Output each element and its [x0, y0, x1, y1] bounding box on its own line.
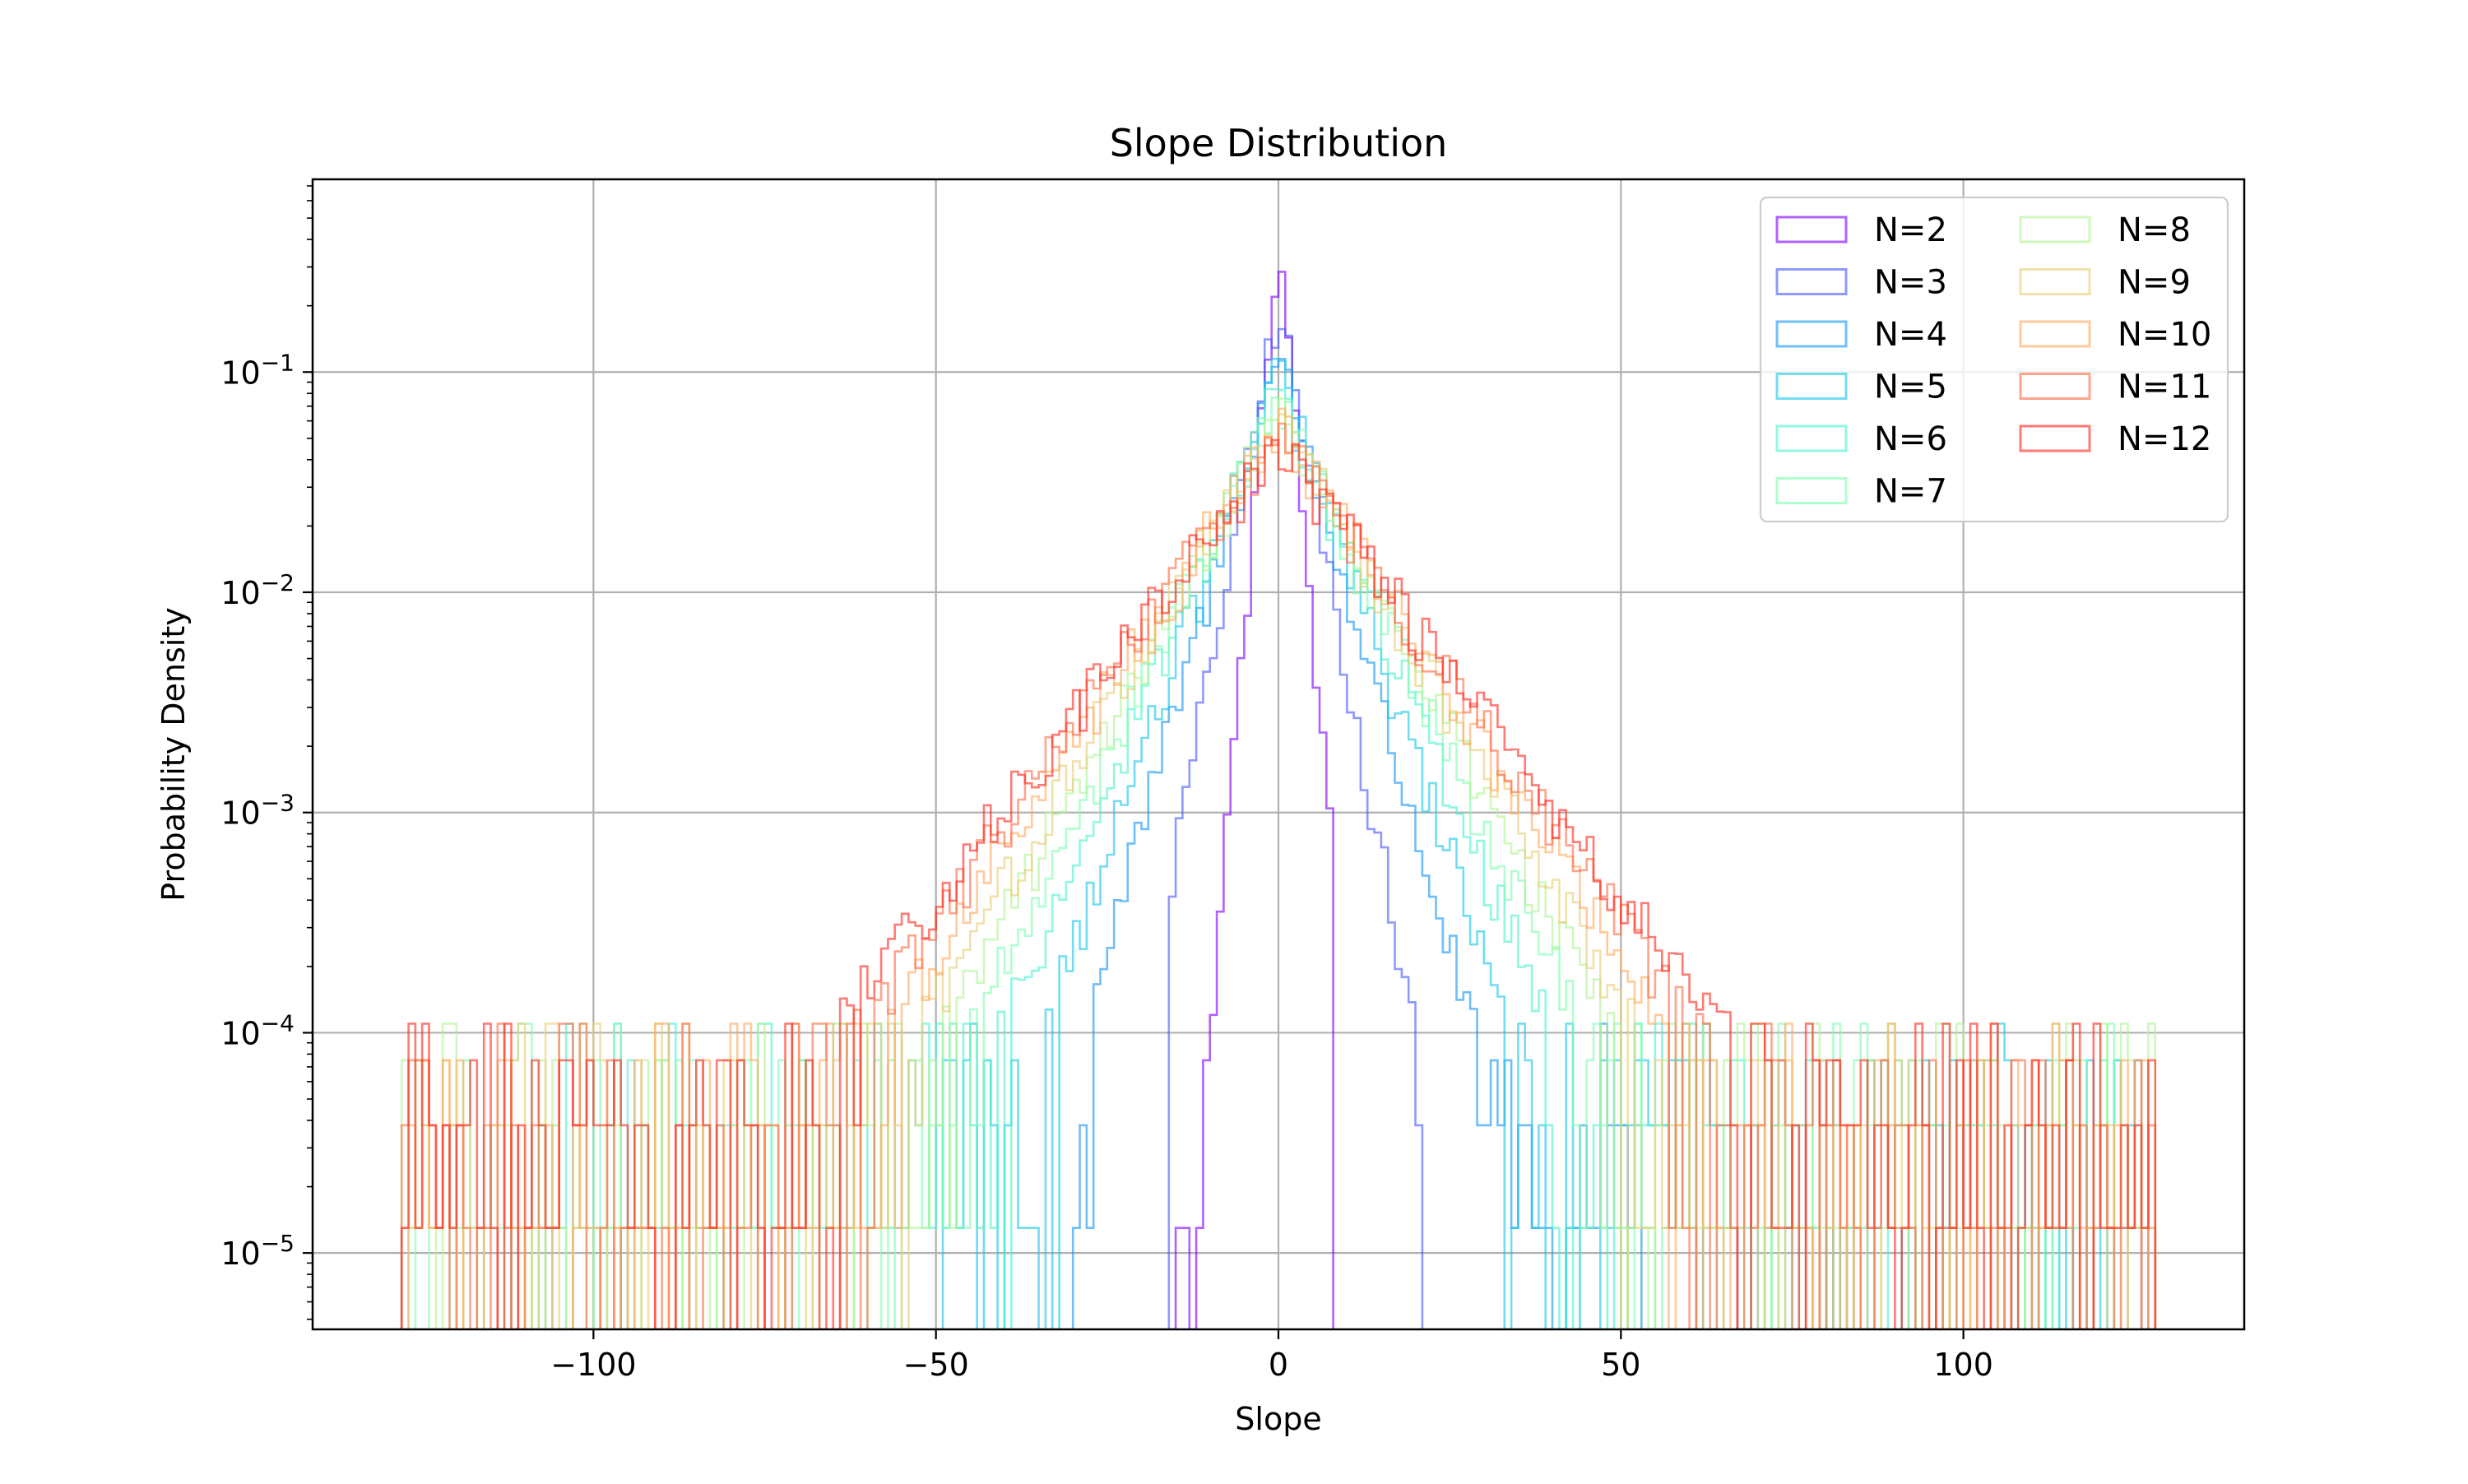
x-tick-label: 50 [1601, 1347, 1640, 1383]
legend-label: N=3 [1874, 264, 1947, 302]
x-axis-label: Slope [1235, 1401, 1321, 1437]
series-n8-histogram [400, 397, 2157, 1329]
legend-swatch [2019, 216, 2091, 243]
legend-label: N=2 [1874, 211, 1947, 249]
y-tick-label: 10−1 [220, 349, 295, 391]
legend-swatch [2019, 373, 2091, 400]
legend-swatch [1775, 320, 1848, 348]
legend-swatch [1775, 373, 1848, 400]
y-axis-label: Probability Density [155, 607, 192, 901]
y-tick-label: 10−2 [220, 569, 295, 611]
legend-swatch [1775, 424, 1848, 452]
legend-swatch [1775, 216, 1848, 243]
legend-swatch [1775, 268, 1848, 295]
chart-title: Slope Distribution [1110, 121, 1448, 165]
series-n12-histogram [400, 438, 2157, 1329]
legend-swatch [2019, 320, 2091, 348]
legend-label: N=10 [2118, 316, 2211, 354]
y-tick-label: 10−4 [220, 1009, 295, 1051]
legend-label: N=5 [1874, 369, 1947, 406]
legend-label: N=12 [2118, 420, 2211, 458]
series-n10-histogram [401, 407, 2157, 1329]
y-axis-ticks: 10−5 10−4 10−3 10−2 10−1 [220, 185, 313, 1320]
x-tick-label: −50 [903, 1347, 969, 1383]
x-tick-label: 100 [1933, 1347, 1993, 1383]
legend-label: N=11 [2118, 369, 2211, 406]
legend-swatch [2019, 424, 2091, 452]
legend-box [1759, 196, 2229, 523]
series-n4-histogram [1071, 358, 1643, 1329]
series-n2-histogram [1168, 271, 1334, 1329]
x-axis-ticks: −100 −50 0 50 100 [550, 1329, 1993, 1383]
series-layer [400, 271, 2157, 1329]
legend: N=2 N=3 N=4 N=5 N=6 N=7 N=8 N=9 N=10 N=11 N=12 [1759, 196, 2229, 523]
series-n3-histogram [1167, 327, 1424, 1329]
legend-label: N=4 [1874, 316, 1947, 354]
y-tick-label: 10−3 [220, 790, 295, 832]
legend-swatch [2019, 268, 2091, 295]
legend-label: N=8 [2118, 211, 2191, 249]
legend-label: N=6 [1874, 420, 1947, 458]
x-tick-label: 0 [1269, 1347, 1288, 1383]
legend-label: N=7 [1874, 473, 1947, 511]
y-tick-label: 10−5 [220, 1230, 295, 1272]
legend-swatch [1775, 477, 1848, 504]
legend-label: N=9 [2118, 264, 2191, 302]
x-tick-label: −100 [550, 1347, 636, 1383]
